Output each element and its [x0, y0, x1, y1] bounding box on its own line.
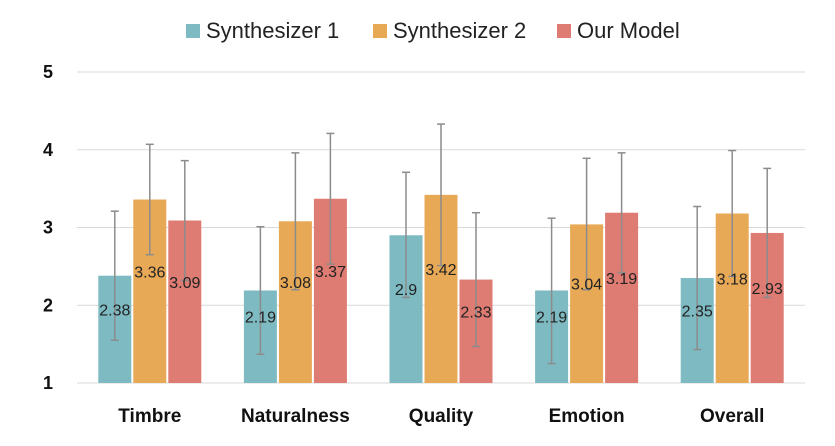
data-label: 3.19 [606, 271, 637, 288]
legend-label: Synthesizer 1 [206, 18, 339, 43]
x-tick-label: Timbre [118, 406, 181, 427]
x-tick-label: Quality [409, 406, 474, 427]
legend-label: Our Model [577, 18, 680, 43]
x-tick-label: Naturalness [241, 406, 350, 427]
legend-swatch-our-model [557, 24, 571, 38]
y-tick-label: 4 [43, 140, 53, 160]
bars [98, 194, 784, 383]
y-axis-ticks: 1 2 3 4 5 [43, 62, 53, 393]
data-label: 3.42 [425, 262, 456, 279]
data-label: 2.38 [99, 302, 130, 319]
data-label: 3.18 [717, 271, 748, 288]
data-label: 3.36 [134, 264, 165, 281]
legend-label: Synthesizer 2 [393, 18, 526, 43]
x-tick-label: Overall [700, 406, 764, 427]
data-label: 2.93 [752, 281, 783, 298]
y-tick-label: 1 [43, 373, 53, 393]
legend-swatch-synthesizer-2 [373, 24, 387, 38]
y-tick-label: 5 [43, 62, 53, 82]
data-label: 2.9 [395, 282, 417, 299]
data-label: 3.04 [571, 277, 602, 294]
y-tick-label: 3 [43, 218, 53, 238]
data-label: 3.37 [315, 264, 346, 281]
data-labels: 2.383.363.092.193.083.372.93.422.33 2.193… [99, 262, 783, 327]
data-label: 2.33 [460, 304, 491, 321]
data-label: 3.08 [280, 275, 311, 292]
y-tick-label: 2 [43, 295, 53, 315]
legend: Synthesizer 1 Synthesizer 2 Our Model [186, 18, 680, 43]
error-bars [110, 123, 772, 365]
data-label: 2.19 [536, 310, 567, 327]
x-axis-ticks: Timbre Naturalness Quality Emotion Overall [118, 406, 764, 427]
x-tick-label: Emotion [549, 406, 625, 427]
legend-swatch-synthesizer-1 [186, 24, 200, 38]
data-label: 2.19 [245, 310, 276, 327]
data-label: 2.35 [682, 304, 713, 321]
data-label: 3.09 [169, 275, 200, 292]
